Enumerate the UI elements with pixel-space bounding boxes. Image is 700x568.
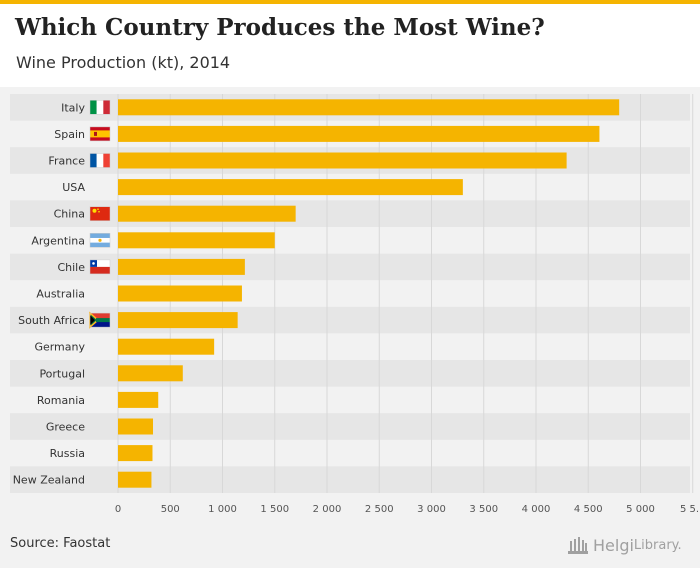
- bar-chart: Italy Spain France USA China Argentina Chile Au…: [10, 94, 700, 515]
- flag-italy-icon: [89, 100, 111, 115]
- category-label: Spain: [54, 128, 85, 141]
- chart-title: Which Country Produces the Most Wine?: [15, 14, 545, 41]
- x-tick-label: 1 500: [260, 504, 289, 515]
- logo-brand: Helgi: [593, 535, 634, 555]
- x-tick-label: 4 000: [522, 504, 551, 515]
- category-label: USA: [62, 181, 85, 194]
- top-accent-bar: [0, 0, 700, 4]
- category-label: China: [54, 208, 85, 221]
- category-label: Romania: [37, 394, 85, 407]
- bar-spain: [118, 125, 600, 142]
- category-label: Italy: [61, 101, 85, 114]
- bar-china: [118, 205, 296, 222]
- x-tick-label: 500: [161, 504, 180, 515]
- chart-header: Which Country Produces the Most Wine? Wi…: [0, 4, 700, 87]
- category-label: Australia: [36, 288, 85, 301]
- category-label: Germany: [34, 341, 85, 354]
- category-label: Argentina: [31, 234, 85, 247]
- bar-italy: [118, 99, 620, 116]
- flag-chile-icon: [89, 259, 111, 275]
- bar-south-africa: [118, 312, 238, 329]
- x-tick-label: 3 500: [469, 504, 498, 515]
- flag-south-africa-icon: [89, 311, 111, 329]
- helgi-library-logo: Helgi Library.: [567, 533, 682, 557]
- bar-france: [118, 152, 567, 169]
- bar-romania: [118, 391, 159, 408]
- bar-portugal: [118, 365, 183, 382]
- x-tick-label: 1 000: [208, 504, 237, 515]
- category-label: South Africa: [18, 314, 85, 327]
- source-note: Source: Faostat: [10, 536, 111, 551]
- x-tick-label: 4 500: [574, 504, 603, 515]
- x-tick-label: 3 000: [417, 504, 446, 515]
- bar-chile: [118, 258, 245, 275]
- bar-australia: [118, 285, 242, 302]
- flag-spain-icon: [89, 126, 111, 142]
- bar-russia: [118, 445, 153, 462]
- bar-germany: [118, 338, 215, 355]
- category-label: Chile: [57, 261, 85, 274]
- category-label: Greece: [46, 421, 85, 434]
- x-tick-label: 5 5...: [680, 504, 700, 515]
- flag-france-icon: [89, 153, 111, 168]
- category-label: Portugal: [39, 367, 85, 380]
- flag-china-icon: [89, 206, 111, 221]
- library-building-icon: [568, 537, 588, 554]
- category-label: France: [48, 155, 85, 168]
- bar-usa: [118, 179, 463, 196]
- x-tick-label: 2 500: [365, 504, 394, 515]
- chart-subtitle: Wine Production (kt), 2014: [16, 53, 231, 72]
- flag-argentina-icon: [89, 233, 111, 248]
- logo-suffix: Library.: [633, 537, 682, 553]
- bar-argentina: [118, 232, 275, 249]
- x-tick-label: 2 000: [313, 504, 342, 515]
- x-tick-label: 0: [115, 504, 121, 515]
- bar-greece: [118, 418, 154, 435]
- category-label: New Zealand: [13, 474, 85, 487]
- bar-new-zealand: [118, 471, 152, 488]
- category-label: Russia: [50, 447, 85, 460]
- x-tick-label: 5 000: [626, 504, 655, 515]
